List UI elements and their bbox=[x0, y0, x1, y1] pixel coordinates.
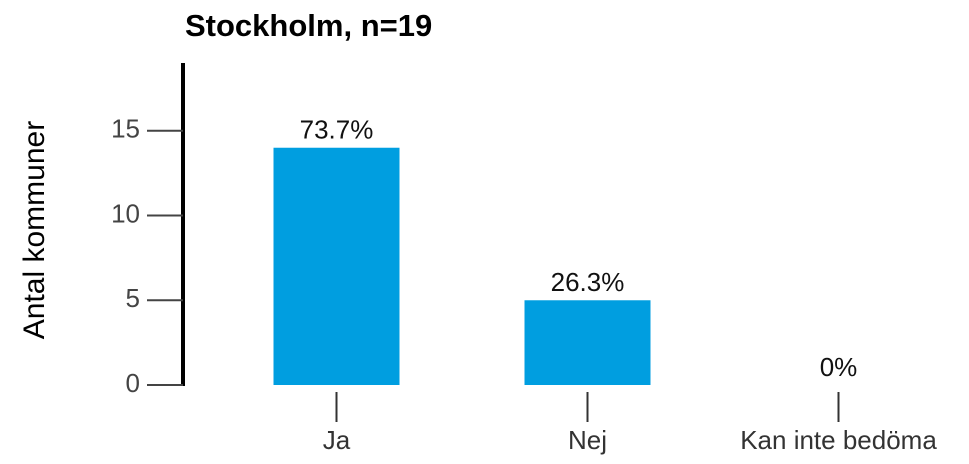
value-label: 26.3% bbox=[551, 267, 625, 297]
y-tick-label: 15 bbox=[111, 114, 140, 144]
x-tick-label: Ja bbox=[323, 425, 351, 455]
chart-title: Stockholm, n=19 bbox=[185, 8, 432, 43]
y-tick-label: 10 bbox=[111, 198, 140, 228]
x-tick-label: Kan inte bedöma bbox=[740, 425, 937, 455]
bar bbox=[273, 147, 400, 385]
x-tick-label: Nej bbox=[568, 425, 607, 455]
y-axis-title: Antal kommuner bbox=[18, 121, 51, 339]
y-tick-label: 5 bbox=[126, 283, 140, 313]
y-tick-label: 0 bbox=[126, 368, 140, 398]
value-label: 73.7% bbox=[300, 115, 374, 145]
value-label: 0% bbox=[820, 352, 858, 382]
bar bbox=[524, 300, 651, 385]
